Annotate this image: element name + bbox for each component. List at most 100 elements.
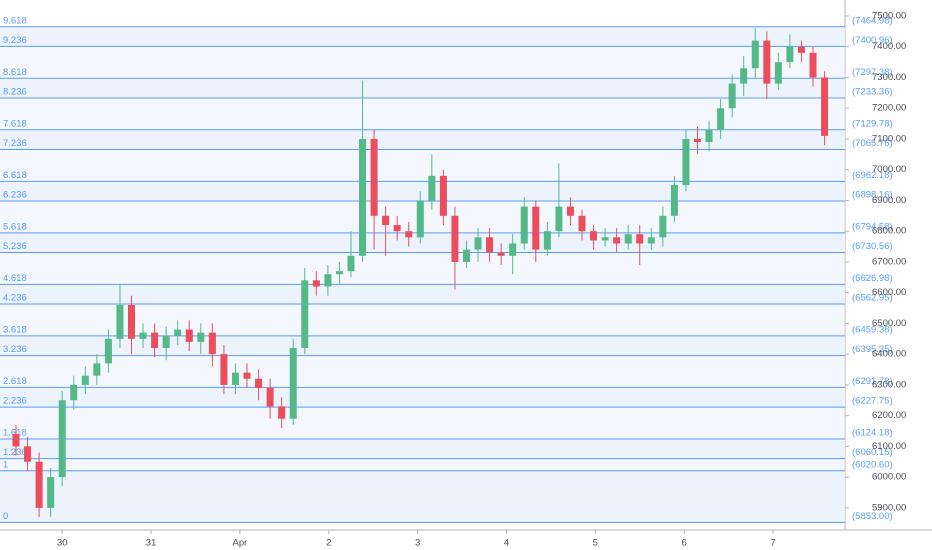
candle-body (751, 40, 759, 69)
fib-band (0, 149, 845, 182)
fib-price-label: (6459.38) (852, 324, 893, 335)
fib-price-label: (6626.98) (852, 273, 893, 284)
fib-ratio-label: 9.236 (3, 35, 27, 46)
fib-ratio-label: 9.618 (3, 15, 27, 26)
candle-body (93, 363, 101, 376)
candle-body (439, 175, 447, 216)
candle-body (474, 237, 482, 250)
fib-price-label: (6124.18) (852, 427, 893, 438)
candle-body (774, 62, 782, 84)
candle-body (532, 206, 540, 250)
candle-body (151, 332, 159, 349)
x-tick-label: 3 (415, 538, 420, 549)
y-tick-label: 6500.00 (872, 318, 906, 329)
fib-ratio-label: 2.236 (3, 396, 27, 407)
y-tick-label: 7400.00 (872, 41, 906, 52)
y-tick-label: 7000.00 (872, 164, 906, 175)
candle-body (278, 406, 286, 419)
y-tick-label: 7100.00 (872, 133, 906, 144)
fib-price-label: (7297.38) (852, 67, 893, 78)
fib-ratio-label: 2.618 (3, 376, 27, 387)
candle-body (682, 138, 690, 186)
candle-body (347, 255, 355, 272)
fib-band (0, 26, 845, 47)
candle-body (35, 461, 43, 508)
x-tick-label: 7 (770, 538, 775, 549)
candle-body (624, 234, 632, 244)
fib-ratio-label: 5.618 (3, 221, 27, 232)
candle-body (451, 215, 459, 262)
x-tick-label: 5 (593, 538, 598, 549)
candle-body (520, 206, 528, 244)
fib-band (0, 284, 845, 305)
y-tick-label: 6900.00 (872, 195, 906, 206)
y-tick-label: 6000.00 (872, 472, 906, 483)
candle-body (128, 304, 136, 339)
candle-body (647, 237, 655, 244)
fib-ratio-label: 5.236 (3, 241, 27, 252)
fib-band (0, 438, 845, 459)
y-tick-label: 6400.00 (872, 349, 906, 360)
candle-body (197, 332, 205, 342)
candle-body (578, 215, 586, 232)
fib-price-label: (6898.16) (852, 190, 893, 201)
candle-body (555, 206, 563, 232)
fib-band (0, 252, 845, 285)
candle-body (694, 138, 702, 143)
fib-ratio-label: 8.236 (3, 86, 27, 97)
fib-price-label: (7233.36) (852, 86, 893, 97)
fib-ratio-label: 4.236 (3, 293, 27, 304)
x-tick-label: Apr (233, 538, 248, 549)
fib-price-label: (6291.78) (852, 376, 893, 387)
y-tick-label: 7200.00 (872, 103, 906, 114)
fib-ratio-label: 3.236 (3, 344, 27, 355)
fib-band (0, 355, 845, 388)
fib-price-label: (6794.58) (852, 221, 893, 232)
candle-body (12, 434, 20, 447)
x-tick-label: 6 (682, 538, 687, 549)
fib-price-label: (6730.56) (852, 241, 893, 252)
fib-band (0, 181, 845, 202)
x-tick-label: 4 (504, 538, 509, 549)
candle-body (174, 329, 182, 336)
candle-body (740, 68, 748, 84)
fib-price-label: (7400.96) (852, 35, 893, 46)
candle-body (208, 332, 216, 355)
fib-band (0, 407, 845, 439)
candle-body (705, 129, 713, 143)
fib-band (0, 470, 845, 523)
candle-body (590, 231, 598, 241)
candle-body (312, 280, 320, 287)
candle-body (231, 372, 239, 385)
x-tick-label: 30 (57, 538, 68, 549)
candle-body (670, 185, 678, 216)
candle-body (324, 274, 332, 287)
candle-body (185, 329, 193, 342)
candle-body (47, 477, 55, 508)
y-tick-label: 6100.00 (872, 441, 906, 452)
candle-body (116, 304, 124, 339)
fib-ratio-label: 1.618 (3, 427, 27, 438)
candle-body (509, 243, 517, 256)
fib-price-label: (6060.15) (852, 447, 893, 458)
candle-body (58, 400, 66, 478)
x-tick-label: 2 (326, 538, 331, 549)
candle-body (359, 138, 367, 256)
y-tick-label: 6200.00 (872, 410, 906, 421)
candle-body (486, 237, 494, 253)
candle-body (255, 378, 263, 388)
candle-body (370, 138, 378, 216)
fib-price-label: (6962.18) (852, 170, 893, 181)
fib-price-label: (6562.95) (852, 293, 893, 304)
fib-band (0, 78, 845, 98)
candle-body (393, 225, 401, 232)
candle-body (70, 384, 78, 401)
y-tick-label: 6600.00 (872, 287, 906, 298)
fib-price-label: (7464.98) (852, 15, 893, 26)
y-tick-label: 5900.00 (872, 502, 906, 513)
candle-body (659, 215, 667, 238)
candle-body (104, 338, 112, 364)
fib-price-label: (5853.00) (852, 511, 893, 522)
fib-band (0, 129, 845, 150)
candle-body (462, 249, 470, 262)
